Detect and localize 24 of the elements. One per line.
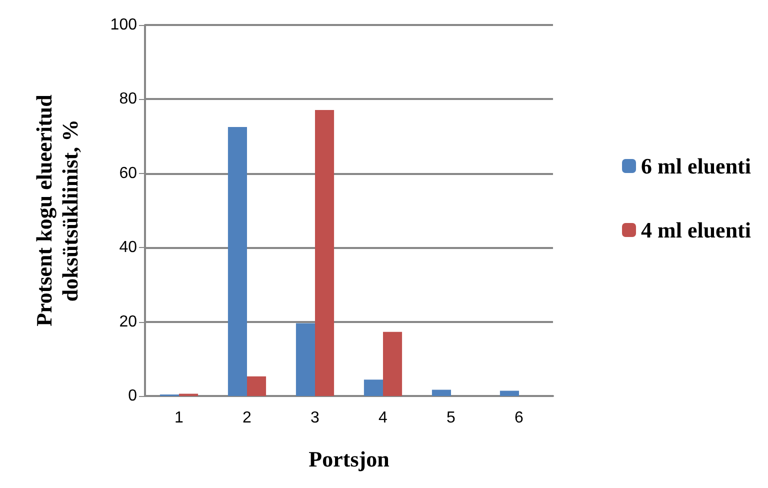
y-tick-label: 0 xyxy=(128,388,138,404)
y-tick-label: 100 xyxy=(110,16,138,34)
bar xyxy=(296,323,315,396)
y-tick-label: 20 xyxy=(119,313,138,330)
bar xyxy=(383,332,402,396)
y-tick-label: 60 xyxy=(119,164,138,182)
legend-label: 4 ml eluenti xyxy=(641,218,752,242)
bar xyxy=(432,390,451,396)
x-tick-label: 5 xyxy=(446,410,456,426)
legend-label: 6 ml eluenti xyxy=(641,154,752,178)
x-tick-label: 6 xyxy=(514,410,524,426)
y-axis-title: Protsent kogu elueeritud doksütsükliinist, % xyxy=(32,94,82,326)
bar xyxy=(364,380,383,396)
bar xyxy=(500,390,519,396)
x-axis-title: Portsjon xyxy=(308,446,390,472)
bar xyxy=(315,110,334,396)
y-tick-label: 80 xyxy=(119,90,138,108)
x-tick-label: 3 xyxy=(310,410,320,426)
y-tick-label: 40 xyxy=(119,239,138,256)
x-tick-label: 2 xyxy=(242,410,252,426)
bar xyxy=(228,127,247,396)
x-tick-label: 1 xyxy=(174,410,184,426)
x-tick-label: 4 xyxy=(378,410,388,426)
bar xyxy=(247,376,266,396)
